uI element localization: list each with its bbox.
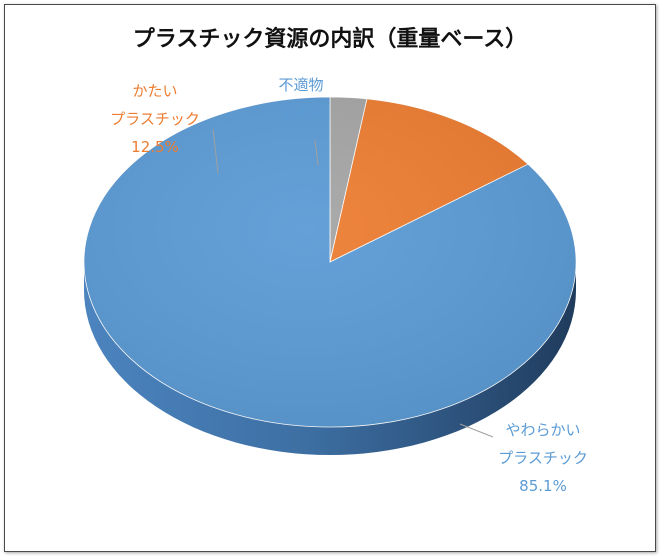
chart-title: プラスチック資源の内訳（重量ベース）: [133, 26, 527, 52]
slice-name-label: プラスチック: [110, 110, 200, 128]
leader-line: [459, 423, 494, 438]
slice-percent-label: 12.5%: [131, 138, 179, 156]
leader-line: [212, 128, 219, 174]
slice-name-label: やわらかい: [505, 421, 580, 439]
chart-frame: プラスチック資源の内訳（重量ベース） やわらかい プラスチック 85.1% かたい プラ…: [4, 4, 656, 552]
slice-name-label: 不適物: [278, 76, 323, 94]
pie-top-shading: [84, 97, 576, 427]
slice-name-label: プラスチック: [498, 449, 588, 467]
slice-percent-label: 85.1%: [519, 477, 567, 495]
leader-line: [314, 139, 319, 166]
pie-chart: プラスチック資源の内訳（重量ベース） やわらかいプラスチック85.1%かたいプラ…: [83, 26, 588, 495]
slice-name-label: かたい: [132, 82, 177, 100]
pie-group: [83, 96, 577, 455]
slice-percent-label: 2.4%: [282, 104, 320, 122]
pie-side-wall: [84, 262, 576, 455]
